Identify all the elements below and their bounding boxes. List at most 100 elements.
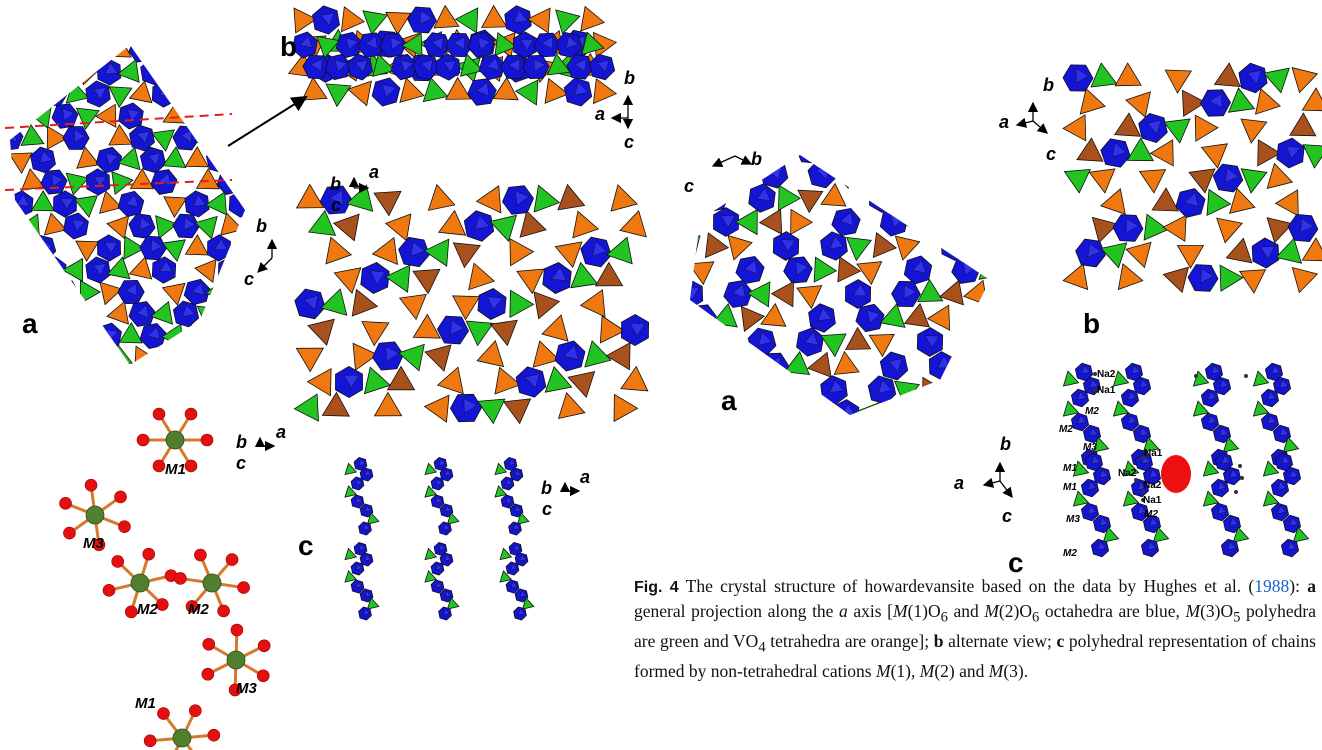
axis-arrow [1033,121,1047,133]
octahedron [64,37,88,63]
tetrahedron [197,169,220,189]
tetrahedron [77,147,100,168]
tetrahedron [118,60,139,83]
face [984,309,997,323]
tetrahedron [573,211,599,238]
octahedron [217,82,243,106]
tetrahedron [821,334,846,356]
caption-text: axis [ [848,601,893,621]
site-label: M2 [1144,509,1158,520]
axis-label: b [1000,434,1011,454]
atom-label: M2 [137,601,158,618]
panel-label: b [280,31,297,62]
tetrahedron [931,208,955,232]
octahedron [976,305,1005,331]
tetrahedron [1163,215,1186,241]
tetrahedron [19,214,40,237]
octahedron [0,126,23,150]
tetrahedron [621,367,648,391]
face [216,151,228,163]
na-atom [1244,374,1248,378]
face [877,188,891,200]
tetrahedron [107,216,129,239]
tetrahedron [363,11,388,34]
face [137,41,148,54]
tetrahedron [1217,218,1243,243]
octahedron [976,162,1005,187]
tetrahedron [326,84,351,107]
axis-arrow [1017,121,1033,125]
chain [1073,453,1118,557]
tetrahedron [510,239,534,266]
tetrahedron [196,125,218,147]
tetrahedron [964,281,987,306]
tetrahedron [534,185,559,212]
oxygen-atom [174,572,186,584]
tetrahedron [341,7,364,32]
tetrahedron [520,211,546,237]
octahedron [129,38,155,62]
tetrahedron [1292,268,1317,293]
site-label: M2 [1059,424,1073,435]
face [227,349,239,361]
chain [495,457,529,535]
oxygen-atom [185,408,197,420]
octahedron [941,232,967,261]
tetrahedron [163,283,186,305]
caption-text: ): [1289,576,1307,596]
octahedron [953,400,979,429]
face [49,86,60,99]
panel-label: c [298,530,314,561]
octahedron [784,401,812,428]
tetrahedron [1091,63,1117,87]
tetrahedron [1302,88,1322,111]
structure [1063,63,1322,293]
tetrahedron [66,81,88,103]
octahedron [217,345,243,370]
tetrahedron [1240,270,1266,293]
tetrahedron [834,352,859,375]
tetrahedron [469,263,495,290]
tetrahedron [1241,169,1267,193]
atom-label: M3 [236,680,257,697]
octahedron [688,305,717,331]
tetrahedron [606,343,630,370]
tetrahedron [705,233,728,258]
na-atom [1234,490,1238,494]
tetrahedron [424,239,448,266]
tetrahedron [940,280,964,305]
tetrahedron [833,165,858,188]
tetrahedron [571,263,598,288]
axis-label: c [1046,144,1056,164]
tetrahedron [478,399,505,423]
face [688,141,700,155]
axis-label: a [369,162,379,182]
tetrahedron [1163,267,1188,292]
tetrahedron [19,40,41,62]
face [71,305,83,317]
octahedron [964,136,992,164]
tetrahedron [847,237,872,260]
caption: Fig. 4 The crystal structure of howardev… [634,575,1316,750]
tetrahedron [918,280,943,302]
octahedron [833,400,859,429]
tetrahedron [814,257,836,282]
axis-arrow [258,258,272,272]
tetrahedron [928,305,950,330]
caption-text: a [1307,576,1316,596]
tetrahedron [969,187,992,212]
axis-label: c [624,132,634,152]
chain [425,457,459,535]
citation[interactable]: 1988 [1254,576,1289,596]
octahedron [206,59,232,84]
tetrahedron [600,316,624,343]
face [17,107,30,119]
oxygen-atom [103,584,115,596]
tetrahedron [1164,119,1190,143]
octahedron [916,184,944,212]
tetrahedron [167,62,188,85]
tetrahedron [1292,68,1317,93]
tetrahedron [456,8,478,33]
octahedron [217,170,243,195]
panel-label: b [1083,308,1100,339]
